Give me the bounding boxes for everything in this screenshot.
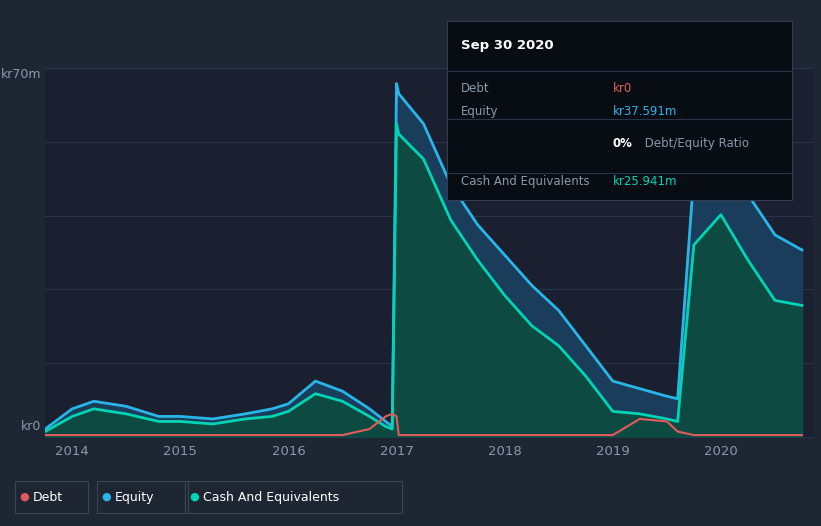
Text: kr70m: kr70m: [1, 68, 41, 82]
Text: Debt: Debt: [33, 491, 63, 503]
Text: ●: ●: [20, 492, 30, 502]
Text: kr25.941m: kr25.941m: [613, 176, 677, 188]
Text: Cash And Equivalents: Cash And Equivalents: [203, 491, 339, 503]
Text: kr0: kr0: [21, 420, 41, 433]
Text: Equity: Equity: [115, 491, 154, 503]
Text: Sep 30 2020: Sep 30 2020: [461, 39, 554, 52]
Text: kr0: kr0: [613, 83, 632, 96]
Text: Cash And Equivalents: Cash And Equivalents: [461, 176, 589, 188]
Text: Debt: Debt: [461, 83, 490, 96]
Text: ●: ●: [190, 492, 200, 502]
Text: ●: ●: [102, 492, 112, 502]
Text: Debt/Equity Ratio: Debt/Equity Ratio: [640, 137, 749, 150]
Text: 0%: 0%: [613, 137, 633, 150]
Text: kr37.591m: kr37.591m: [613, 105, 677, 118]
Text: Equity: Equity: [461, 105, 498, 118]
